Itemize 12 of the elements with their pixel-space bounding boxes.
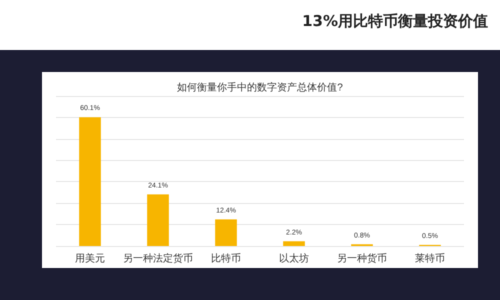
chart-title: 13%用比特币衡量投资价值 bbox=[302, 12, 488, 31]
chart-subtitle: 如何衡量你手中的数字资产总体价值? bbox=[177, 82, 344, 94]
x-tick-label: 另一种货币 bbox=[337, 252, 387, 264]
x-tick-label: 比特币 bbox=[211, 252, 241, 264]
bar bbox=[79, 117, 101, 246]
x-tick-label: 用美元 bbox=[75, 252, 105, 264]
bar bbox=[147, 194, 169, 246]
x-tick-label: 以太坊 bbox=[279, 252, 309, 264]
bar bbox=[283, 241, 305, 246]
bar bbox=[215, 219, 237, 246]
x-tick-label: 另一种法定货币 bbox=[123, 252, 193, 264]
x-tick-label: 莱特币 bbox=[415, 252, 445, 264]
